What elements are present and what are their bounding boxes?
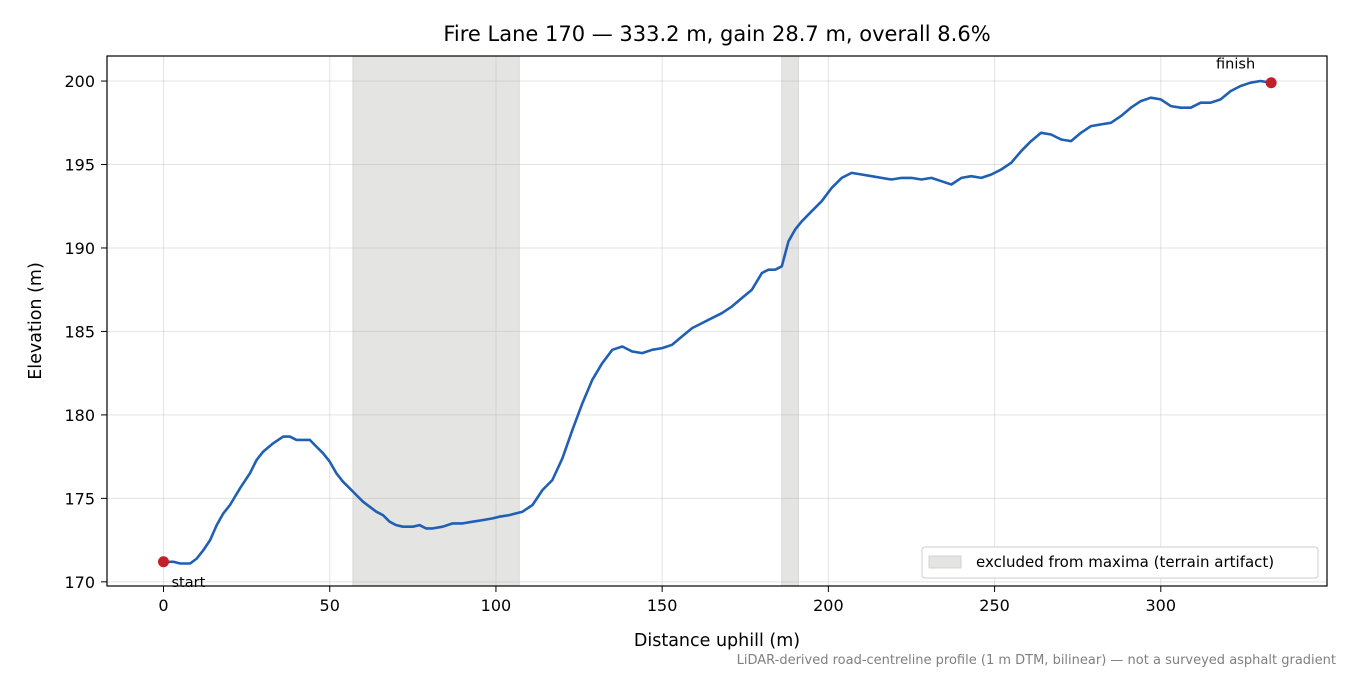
elevation-line-1: [162, 79, 1273, 565]
finish-label: finish: [1216, 57, 1255, 73]
finish-marker: [1265, 77, 1277, 89]
start-marker: [158, 556, 170, 568]
footnote: LiDAR-derived road-centreline profile (1…: [737, 653, 1336, 668]
y-tick-label: 185: [64, 322, 95, 341]
x-axis-label: Distance uphill (m): [634, 631, 800, 651]
y-tick-label: 195: [64, 156, 95, 175]
y-axis-ticks: 170 175 180 185 190 195 200: [64, 72, 107, 592]
y-tick-label: 170: [64, 573, 95, 592]
x-tick-label: 250: [979, 596, 1010, 615]
excluded-region-1: [352, 56, 520, 586]
chart-title: Fire Lane 170 — 333.2 m, gain 28.7 m, ov…: [443, 22, 990, 46]
x-tick-label: 100: [481, 596, 512, 615]
x-axis-ticks: 0 50 100 150 200 250 300: [158, 586, 1176, 615]
legend: excluded from maxima (terrain artifact): [921, 546, 1319, 579]
x-tick-label: 200: [813, 596, 844, 615]
series-layer: [162, 79, 1273, 565]
endpoint-markers: start finish: [158, 57, 1277, 591]
plot-frame: [106, 55, 1328, 587]
x-tick-label: 50: [320, 596, 340, 615]
x-tick-label: 0: [158, 596, 168, 615]
y-tick-label: 200: [64, 72, 95, 91]
excluded-region-2: [781, 56, 799, 586]
legend-box: [921, 546, 1319, 579]
y-tick-label: 190: [64, 239, 95, 258]
y-tick-label: 175: [64, 489, 95, 508]
legend-swatch: [928, 555, 962, 569]
excluded-regions: [352, 56, 799, 586]
legend-label: excluded from maxima (terrain artifact): [976, 553, 1274, 571]
y-axis-label: Elevation (m): [26, 262, 46, 380]
x-tick-label: 150: [647, 596, 678, 615]
grid: [107, 56, 1327, 586]
y-tick-label: 180: [64, 406, 95, 425]
start-label: start: [172, 575, 206, 591]
x-tick-label: 300: [1146, 596, 1177, 615]
